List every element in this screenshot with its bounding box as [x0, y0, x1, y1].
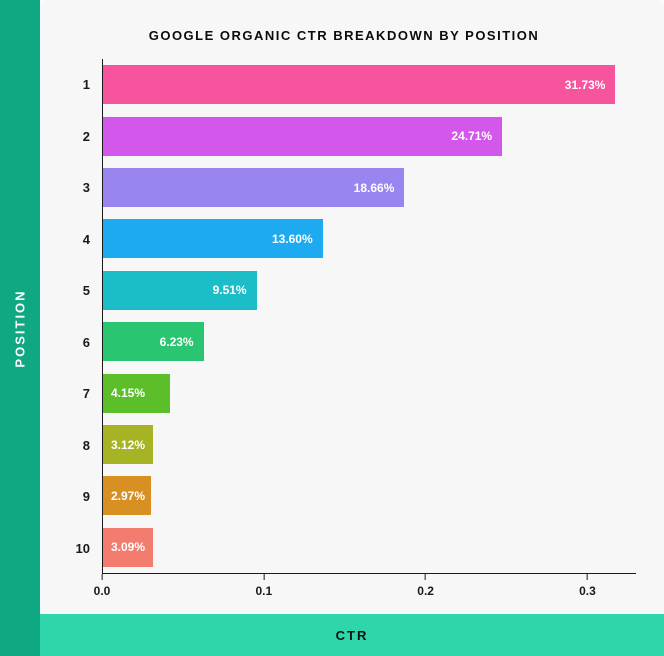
bar: 18.66% [103, 168, 404, 207]
bar-value-label: 9.51% [213, 283, 247, 297]
y-tick-label: 4 [52, 214, 102, 266]
x-tick-mark [425, 574, 426, 580]
y-tick-label: 7 [52, 368, 102, 420]
bar-value-label: 13.60% [272, 232, 313, 246]
x-tick-label: 0.2 [417, 584, 434, 598]
bar-row: 3.12% [103, 419, 636, 470]
y-tick-label: 5 [52, 265, 102, 317]
bar: 4.15% [103, 374, 170, 413]
y-tick-labels: 12345678910 [52, 59, 102, 574]
bar-row: 13.60% [103, 213, 636, 264]
x-tick: 0.0 [94, 574, 111, 598]
x-tick-mark [102, 574, 103, 580]
bar: 3.12% [103, 425, 153, 464]
bar-row: 4.15% [103, 367, 636, 418]
bar-row: 18.66% [103, 162, 636, 213]
bar-value-label: 24.71% [451, 129, 492, 143]
x-axis-title: CTR [336, 628, 369, 643]
bar-value-label: 6.23% [160, 335, 194, 349]
bars-region: 31.73% 24.71% 18.66% 13.60% 9.51% 6.23% 4.15% 3… [102, 59, 636, 574]
bar-value-label: 31.73% [565, 78, 606, 92]
y-tick-label: 8 [52, 420, 102, 472]
y-tick-label: 3 [52, 162, 102, 214]
bar: 9.51% [103, 271, 257, 310]
plot: 31.73% 24.71% 18.66% 13.60% 9.51% 6.23% 4.15% 3… [102, 59, 636, 604]
y-tick-label: 10 [52, 523, 102, 575]
x-tick-label: 0.1 [255, 584, 272, 598]
y-tick-label: 9 [52, 471, 102, 523]
x-tick-mark [263, 574, 264, 580]
bar: 6.23% [103, 322, 204, 361]
x-tick-mark [587, 574, 588, 580]
bar-row: 24.71% [103, 110, 636, 161]
y-tick-label: 6 [52, 317, 102, 369]
bar-row: 2.97% [103, 470, 636, 521]
bar: 24.71% [103, 117, 502, 156]
bar-row: 6.23% [103, 316, 636, 367]
bar-value-label: 3.09% [111, 540, 145, 554]
y-axis-title: POSITION [13, 289, 28, 367]
chart-title: GOOGLE ORGANIC CTR BREAKDOWN BY POSITION [52, 28, 636, 43]
y-axis-rail: POSITION [0, 0, 40, 656]
bar-value-label: 2.97% [111, 489, 145, 503]
x-tick: 0.1 [255, 574, 272, 598]
x-tick: 0.3 [579, 574, 596, 598]
x-axis: 0.00.10.20.3 [102, 574, 636, 604]
bar: 31.73% [103, 65, 615, 104]
bar-row: 31.73% [103, 59, 636, 110]
bar: 13.60% [103, 219, 323, 258]
bar-row: 3.09% [103, 522, 636, 573]
y-tick-label: 2 [52, 111, 102, 163]
chart-container: POSITION GOOGLE ORGANIC CTR BREAKDOWN BY… [0, 0, 664, 656]
bar-value-label: 18.66% [354, 181, 395, 195]
x-axis-rail: CTR [40, 614, 664, 656]
x-tick-label: 0.3 [579, 584, 596, 598]
x-tick: 0.2 [417, 574, 434, 598]
plot-area: 12345678910 31.73% 24.71% 18.66% 13.60% 9.51… [52, 59, 636, 604]
x-tick-label: 0.0 [94, 584, 111, 598]
y-tick-label: 1 [52, 59, 102, 111]
bar: 3.09% [103, 528, 153, 567]
right-column: GOOGLE ORGANIC CTR BREAKDOWN BY POSITION… [40, 0, 664, 656]
y-tick-column: 12345678910 [52, 59, 102, 604]
bar-value-label: 4.15% [111, 386, 145, 400]
bar: 2.97% [103, 476, 151, 515]
chart-card: GOOGLE ORGANIC CTR BREAKDOWN BY POSITION… [40, 0, 664, 614]
bar-row: 9.51% [103, 265, 636, 316]
bar-value-label: 3.12% [111, 438, 145, 452]
